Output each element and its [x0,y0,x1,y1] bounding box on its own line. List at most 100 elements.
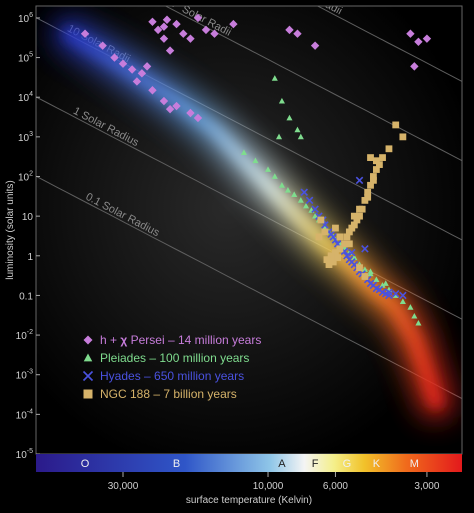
diamond-point [165,46,175,55]
triangle-point [275,133,283,140]
diamond-point [98,41,107,50]
square-point [329,258,337,266]
triangle-point [312,212,319,219]
spectral-class-label: B [173,458,180,470]
diamond-point [186,34,195,43]
y-tick-label: 0.1 [19,291,33,302]
square-point [385,145,393,153]
spectral-class-label: O [81,458,90,470]
diamond-point [148,86,157,95]
y-tick-label: 102 [18,171,33,184]
diamond-point [110,53,119,62]
square-point [345,240,353,248]
x-axis: 30,000 10,000 6,000 3,000 [108,472,440,492]
square-point [376,161,383,168]
legend-label: NGC 188 – 7 billion years [100,387,237,401]
x-tick-label: 3,000 [414,481,439,492]
square-point [336,233,344,241]
diamond-point [159,34,169,43]
triangle-point [240,149,247,156]
cross-point [385,288,393,297]
triangle-point [415,319,422,326]
legend-marker-square [83,389,93,399]
y-tick-label: 106 [18,12,33,25]
y-tick-label: 10-3 [16,369,33,382]
y-tick-label: 1 [27,252,33,263]
y-tick-label: 103 [18,131,33,144]
triangle-point [361,266,368,272]
square-point [353,216,361,224]
triangle-point [284,187,291,193]
triangle-point [373,276,380,283]
diamond-point [172,19,181,29]
triangle-point [297,133,304,140]
diamond-point [201,25,211,35]
diamond-point [414,37,423,47]
square-point [343,233,351,241]
diamond-point [159,22,169,31]
cross-point [311,205,319,213]
y-tick-label: 10-4 [16,408,33,421]
square-point [364,188,372,196]
square-point [350,212,358,220]
radius-line [164,6,462,162]
x-tick-label: 10,000 [253,481,284,492]
triangle-point [302,202,310,209]
legend-label: Pleiades – 100 million years [100,351,249,365]
square-point [372,166,380,173]
y-tick-label: 10-2 [16,329,33,342]
y-tick-label: 104 [18,91,33,104]
triangle-point [379,282,386,288]
main-sequence-core [63,27,442,409]
triangle-point [297,197,304,203]
triangle-point [411,312,418,319]
diamond-point [285,25,294,35]
legend-marker-cross [82,370,94,382]
cross-point [391,290,400,298]
plot-area [36,6,462,454]
square-point [336,245,344,253]
triangle-point [367,268,374,274]
cross-point [300,188,309,197]
spectral-class-label: M [410,458,419,470]
legend-marker-triangle [83,353,93,362]
diamond-point [165,104,175,114]
square-point [345,228,353,236]
diamond-point [153,25,163,35]
y-axis-title: luminosity (solar units) [5,180,16,279]
square-point [327,252,335,260]
square-point [367,154,374,161]
square-point [325,261,333,268]
main-sequence-band [52,16,453,420]
y-tick-label: 10-5 [16,448,33,461]
square-point [356,212,363,220]
square-point [379,154,386,161]
x-tick-label: 30,000 [108,481,139,492]
spectral-class-label: G [343,458,352,470]
diamond-point [186,108,195,118]
diamond-point [80,29,90,38]
square-point [341,240,348,248]
spectral-class-label: A [278,458,286,470]
triangle-point [407,304,414,310]
data-points [80,13,432,326]
triangle-point [294,126,301,133]
spectral-class-bar [36,454,462,472]
triangle-point [252,157,259,164]
square-point [334,254,342,262]
cross-point [399,291,407,300]
x-tick-label: 6,000 [323,481,348,492]
triangle-point [271,173,278,179]
triangle-point [278,97,285,104]
cross-point [305,196,314,205]
legend-label: h + χ Persei – 14 million years [100,333,261,347]
square-point [372,157,380,165]
triangle-point [271,75,278,81]
triangle-point [291,191,298,197]
square-point [367,181,374,189]
diamond-point [148,17,157,26]
cross-point [343,252,351,260]
square-point [356,205,363,213]
